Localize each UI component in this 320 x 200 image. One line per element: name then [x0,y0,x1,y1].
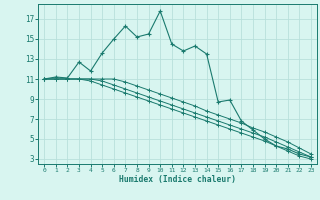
X-axis label: Humidex (Indice chaleur): Humidex (Indice chaleur) [119,175,236,184]
